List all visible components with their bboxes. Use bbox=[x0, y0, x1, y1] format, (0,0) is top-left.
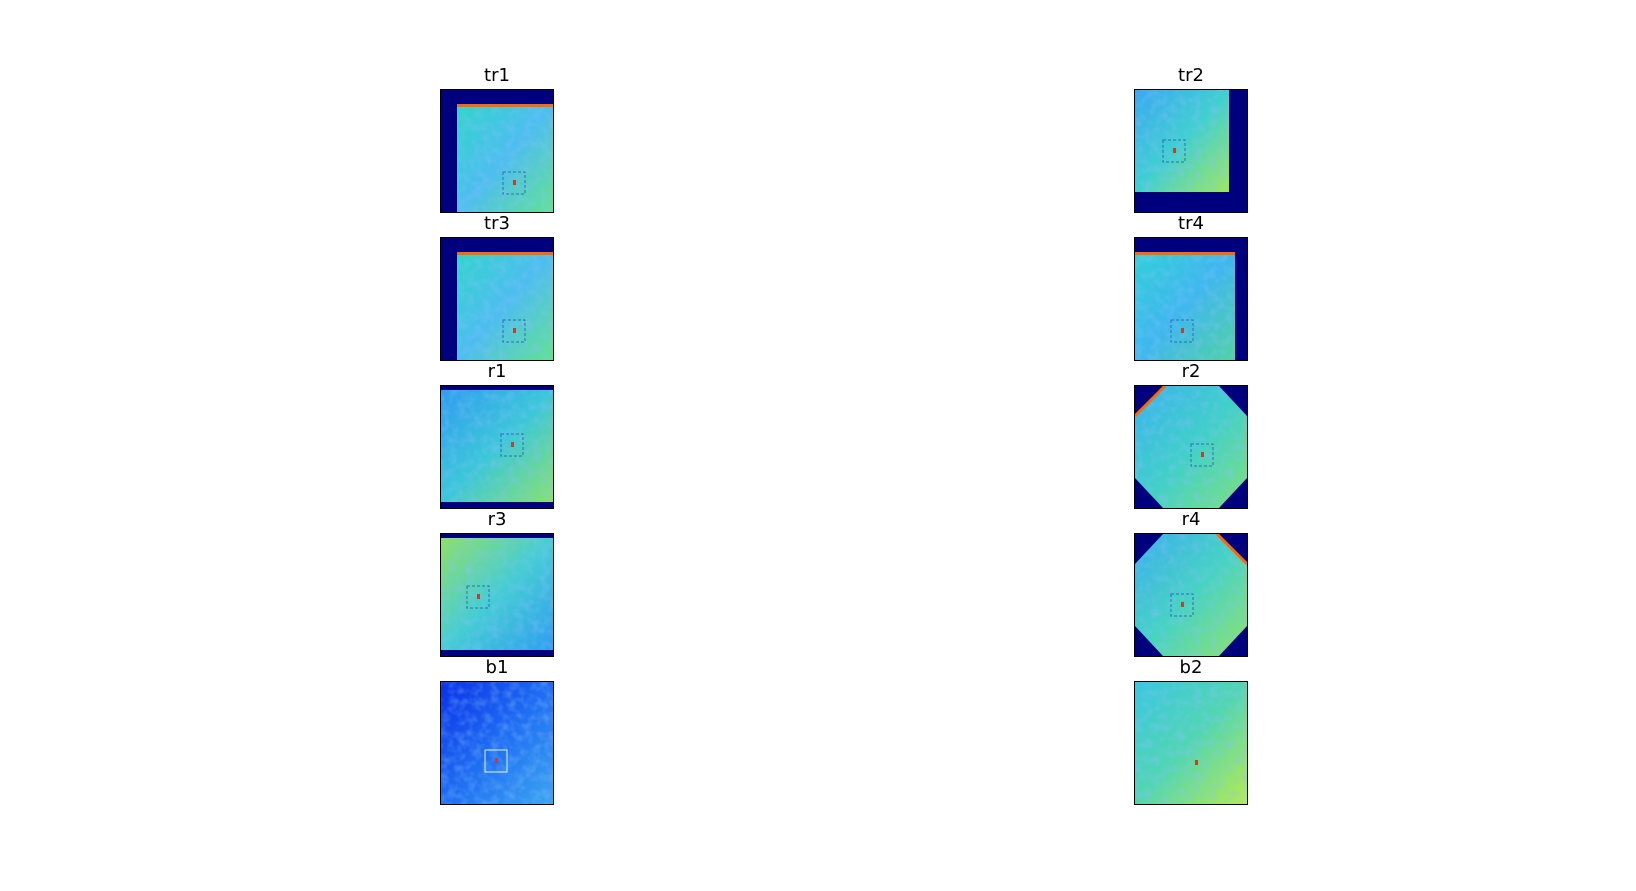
edge-strip bbox=[1215, 534, 1247, 566]
target-box bbox=[502, 319, 526, 343]
heatmap-image bbox=[440, 533, 554, 657]
target-marker bbox=[1201, 452, 1204, 457]
target-box bbox=[502, 171, 526, 195]
heatmap-image bbox=[1134, 385, 1248, 509]
panel-title: tr1 bbox=[484, 65, 510, 86]
heatmap-image bbox=[1134, 681, 1248, 805]
edge-strip bbox=[1135, 252, 1235, 255]
target-marker bbox=[1195, 760, 1198, 765]
panel-title: r1 bbox=[487, 361, 507, 382]
target-box bbox=[484, 749, 508, 773]
heatmap-image bbox=[1134, 237, 1248, 361]
target-marker bbox=[513, 328, 516, 333]
target-marker bbox=[1173, 148, 1176, 153]
target-marker bbox=[513, 180, 516, 185]
panel-title: b1 bbox=[485, 657, 509, 678]
target-box bbox=[1190, 443, 1214, 467]
panel-title: tr2 bbox=[1178, 65, 1204, 86]
heatmap-image bbox=[440, 89, 554, 213]
target-box bbox=[1162, 139, 1186, 163]
edge-strip bbox=[457, 252, 553, 255]
heatmap-image bbox=[440, 681, 554, 805]
target-marker bbox=[477, 594, 480, 599]
heatmap-image bbox=[1134, 89, 1248, 213]
edge-strip bbox=[457, 104, 553, 107]
target-marker bbox=[495, 758, 498, 763]
heatmap-image bbox=[440, 385, 554, 509]
panel-title: r2 bbox=[1181, 361, 1201, 382]
panel-title: b2 bbox=[1179, 657, 1203, 678]
target-box bbox=[466, 585, 490, 609]
panel-title: tr3 bbox=[484, 213, 510, 234]
heatmap-image bbox=[1134, 533, 1248, 657]
panel-title: tr4 bbox=[1178, 213, 1204, 234]
heatmap-image bbox=[440, 237, 554, 361]
target-box bbox=[500, 433, 524, 457]
target-marker bbox=[1181, 602, 1184, 607]
target-marker bbox=[511, 442, 514, 447]
edge-strip bbox=[1135, 386, 1167, 418]
target-marker bbox=[1181, 328, 1184, 333]
panel-title: r4 bbox=[1181, 509, 1201, 530]
target-box bbox=[1170, 593, 1194, 617]
panel-title: r3 bbox=[487, 509, 507, 530]
target-box bbox=[1170, 319, 1194, 343]
